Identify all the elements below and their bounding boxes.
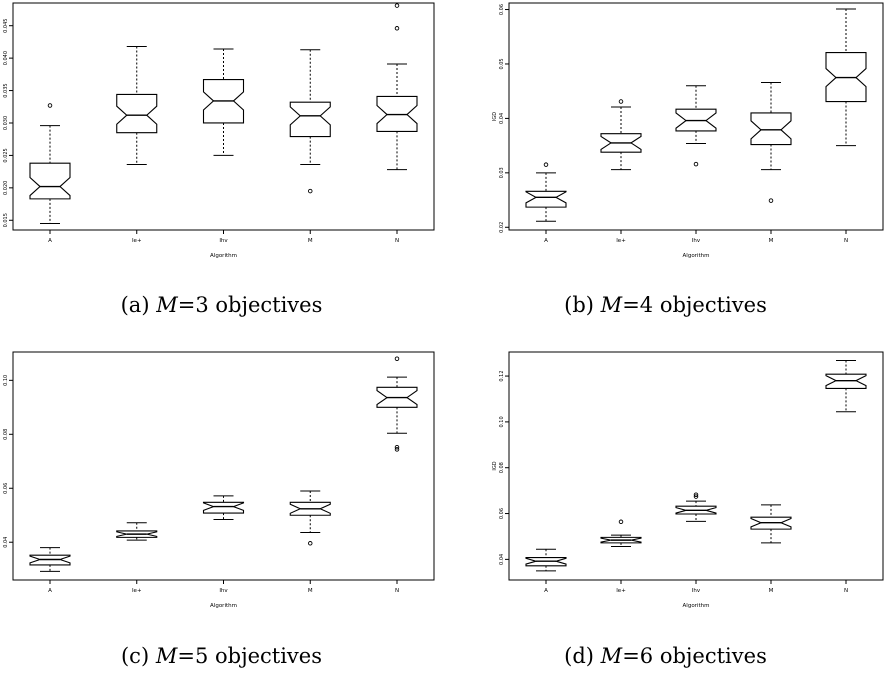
y-axis-label-c: IGD: [0, 461, 2, 470]
x-tick-label-c: Ihv: [219, 588, 228, 594]
y-tick-label-a: 0.015: [3, 213, 9, 227]
caption-d-eq: =6: [622, 644, 654, 668]
x-tick-label-b: N: [844, 238, 848, 244]
box-a: [116, 93, 158, 134]
y-tick-label-a: 0.035: [3, 83, 9, 97]
outlier-point-c: [394, 444, 400, 450]
y-tick-label-b: 0.02: [499, 222, 505, 233]
outlier-point-b: [618, 99, 624, 104]
x-tick-label-b: Ihv: [692, 238, 701, 244]
outlier-point-a: [308, 188, 313, 194]
caption-b-var: M: [600, 293, 623, 317]
y-tick-label-d: 0.04: [499, 554, 505, 565]
panel-c-boxplot: 0.04 0.06 0.08 0.10 IGD A Ie+ Ihv M N Algorithm: [0, 351, 435, 609]
outlier-point-c: [394, 356, 400, 361]
caption-d-rest: objectives: [653, 644, 767, 668]
x-axis-label-b: Algorithm: [683, 253, 710, 259]
x-tick-label-c: M: [308, 588, 313, 594]
x-tick-label-a: A: [48, 238, 52, 244]
box-c: [202, 501, 245, 514]
caption-b-label: (b): [564, 293, 594, 317]
x-tick-label-a: M: [308, 238, 313, 244]
caption-b: (b) M=4 objectives: [444, 293, 887, 317]
y-tick-label-d: 0.10: [499, 416, 505, 427]
caption-c-eq: =5: [177, 644, 209, 668]
panel-d-boxplot: 0.04 0.06 0.08 0.10 0.12 IGD A Ie+ Ihv M N Algorith…: [492, 351, 884, 609]
x-tick-label-c: Ie+: [132, 588, 142, 594]
outlier-point-a: [394, 3, 400, 8]
outlier-point-d: [693, 494, 699, 499]
box-a: [29, 162, 71, 200]
plot-frame-c: [12, 351, 435, 581]
box-a: [289, 101, 331, 138]
outlier-point-d: [693, 492, 699, 498]
x-tick-label-a: Ie+: [132, 238, 142, 244]
x-tick-label-a: N: [395, 238, 399, 244]
caption-d-label: (d): [564, 644, 594, 668]
y-tick-label-c: 0.10: [3, 375, 9, 386]
caption-b-eq: =4: [622, 293, 654, 317]
y-tick-label-a: 0.045: [3, 19, 9, 33]
caption-a-eq: =3: [177, 293, 209, 317]
caption-c: (c) M=5 objectives: [0, 644, 443, 668]
caption-a-var: M: [156, 293, 178, 317]
x-tick-label-d: N: [844, 588, 848, 594]
caption-a-label: (a): [120, 293, 150, 317]
y-axis-label-b: IGD: [492, 112, 498, 121]
x-tick-label-c: A: [48, 588, 52, 594]
box-b: [750, 112, 792, 146]
y-tick-label-b: 0.05: [499, 58, 505, 69]
x-axis-label-c: Algorithm: [210, 603, 237, 609]
x-axis-label-a: Algorithm: [210, 253, 237, 259]
y-tick-label-d: 0.08: [499, 462, 505, 473]
outlier-point-a: [394, 26, 400, 31]
panel-b-boxplot: 0.02 0.03 0.04 0.05 0.06 IGD A Ie+ Ihv M N Algorith…: [492, 2, 884, 259]
outlier-point-c: [308, 541, 313, 546]
y-tick-label-a: 0.040: [3, 51, 9, 65]
panel-a-boxplot: 0.015 0.020 0.025 0.030 0.035 0.040 0.045 IGD A I…: [0, 2, 435, 259]
y-tick-label-c: 0.04: [3, 537, 9, 548]
y-tick-label-b: 0.03: [499, 167, 505, 178]
caption-c-var: M: [155, 644, 178, 668]
y-tick-label-b: 0.06: [499, 4, 505, 15]
x-tick-label-b: M: [769, 238, 774, 244]
y-tick-label-a: 0.030: [3, 116, 9, 130]
x-tick-label-d: A: [544, 588, 548, 594]
caption-c-rest: objectives: [208, 644, 322, 668]
caption-c-label: (c): [120, 644, 150, 668]
outlier-point-a: [47, 103, 53, 108]
y-axis-label-a: IGD: [0, 112, 2, 121]
caption-a: (a) M=3 objectives: [0, 293, 443, 317]
x-tick-label-d: Ie+: [616, 588, 626, 594]
box-b: [525, 190, 567, 208]
outlier-point-b: [693, 161, 699, 167]
y-tick-label-d: 0.06: [499, 508, 505, 519]
x-tick-label-d: M: [769, 588, 774, 594]
outlier-point-d: [618, 519, 624, 525]
outlier-point-b: [768, 198, 774, 203]
x-tick-label-b: A: [544, 238, 548, 244]
x-axis-label-d: Algorithm: [683, 603, 710, 609]
outlier-point-c: [394, 447, 400, 452]
x-tick-label-d: Ihv: [692, 588, 701, 594]
x-tick-label-c: N: [395, 588, 399, 594]
caption-d-var: M: [600, 644, 623, 668]
x-tick-label-b: Ie+: [616, 238, 626, 244]
y-tick-label-a: 0.020: [3, 181, 9, 195]
caption-d: (d) M=6 objectives: [444, 644, 887, 668]
outlier-point-b: [543, 162, 549, 167]
y-tick-label-a: 0.025: [3, 148, 9, 162]
caption-a-rest: objectives: [208, 293, 323, 317]
y-tick-label-c: 0.08: [3, 429, 9, 440]
y-tick-label-d: 0.12: [499, 370, 505, 381]
caption-b-rest: objectives: [653, 293, 767, 317]
y-tick-label-c: 0.06: [3, 483, 9, 494]
y-axis-label-d: IGD: [492, 461, 498, 470]
x-tick-label-a: Ihv: [219, 238, 228, 244]
y-tick-label-b: 0.04: [499, 113, 505, 124]
